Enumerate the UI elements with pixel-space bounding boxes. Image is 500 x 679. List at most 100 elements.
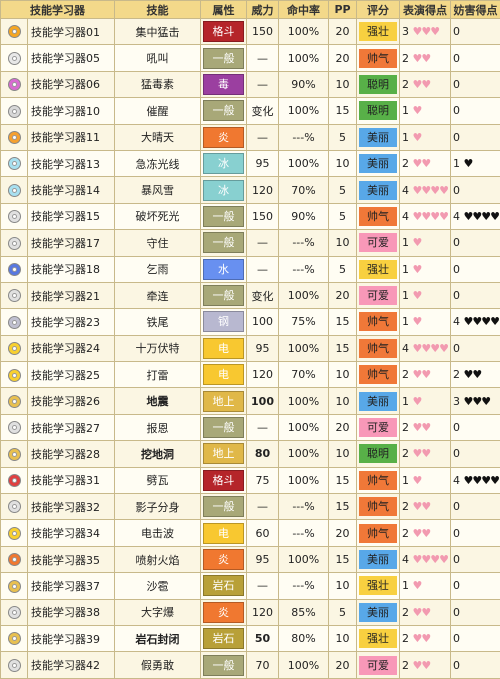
move-name[interactable]: 吼叫 [115,45,201,71]
show-hearts-icon: ♥ [413,263,422,276]
jam-points: 0 [451,494,500,520]
move-name[interactable]: 影子分身 [115,494,201,520]
category-badge: 帅气 [359,49,397,68]
move-name[interactable]: 猛毒素 [115,71,201,97]
item-name[interactable]: 技能学习器37 [28,573,115,599]
move-name[interactable]: 大字爆 [115,599,201,625]
move-name[interactable]: 沙雹 [115,573,201,599]
move-name[interactable]: 劈瓦 [115,467,201,493]
item-name[interactable]: 技能学习器10 [28,98,115,124]
item-name[interactable]: 技能学习器18 [28,256,115,282]
jam-points: 2 ♥♥ [451,362,500,388]
item-name[interactable]: 技能学习器24 [28,335,115,361]
move-name[interactable]: 喷射火焰 [115,546,201,572]
jam-points: 4 ♥♥♥♥ [451,467,500,493]
move-name[interactable]: 报恩 [115,414,201,440]
show-points: 1 ♥ [400,282,451,308]
item-name[interactable]: 技能学习器05 [28,45,115,71]
move-name[interactable]: 岩石封闭 [115,625,201,651]
item-name[interactable]: 技能学习器27 [28,414,115,440]
header-show-points: 表演得点 [400,1,451,19]
item-name[interactable]: 技能学习器42 [28,652,115,678]
move-name[interactable]: 破坏死光 [115,203,201,229]
move-name[interactable]: 乞雨 [115,256,201,282]
item-name[interactable]: 技能学习器32 [28,494,115,520]
item-name[interactable]: 技能学习器06 [28,71,115,97]
power-value: 75 [247,467,279,493]
item-name[interactable]: 技能学习器38 [28,599,115,625]
item-name[interactable]: 技能学习器11 [28,124,115,150]
item-name[interactable]: 技能学习器21 [28,282,115,308]
item-name[interactable]: 技能学习器23 [28,309,115,335]
item-name[interactable]: 技能学习器39 [28,625,115,651]
pp-value: 20 [329,45,357,71]
item-name[interactable]: 技能学习器31 [28,467,115,493]
item-name[interactable]: 技能学习器35 [28,546,115,572]
move-name[interactable]: 打雷 [115,362,201,388]
move-name[interactable]: 电击波 [115,520,201,546]
category-badge: 美丽 [359,550,397,569]
move-name[interactable]: 守住 [115,230,201,256]
move-name[interactable]: 铁尾 [115,309,201,335]
show-hearts-icon: ♥ [413,579,422,592]
move-name[interactable]: 集中猛击 [115,19,201,45]
item-name[interactable]: 技能学习器26 [28,388,115,414]
type-badge: 炎 [203,602,244,623]
disc-icon [8,580,21,593]
pp-value: 20 [329,19,357,45]
pp-value: 20 [329,414,357,440]
category-cell: 强壮 [357,256,400,282]
item-name[interactable]: 技能学习器13 [28,150,115,176]
move-name[interactable]: 牵连 [115,282,201,308]
jam-points: 1 ♥ [451,150,500,176]
move-name[interactable]: 十万伏特 [115,335,201,361]
item-name[interactable]: 技能学习器15 [28,203,115,229]
item-name[interactable]: 技能学习器17 [28,230,115,256]
jam-points-value: 0 [453,78,460,91]
jam-points: 0 [451,625,500,651]
type-cell: 格斗 [201,467,247,493]
type-cell: 炎 [201,546,247,572]
item-name[interactable]: 技能学习器28 [28,441,115,467]
item-name[interactable]: 技能学习器14 [28,177,115,203]
move-name[interactable]: 假勇敢 [115,652,201,678]
move-name[interactable]: 挖地洞 [115,441,201,467]
move-name[interactable]: 急冻光线 [115,150,201,176]
disc-cell [1,520,28,546]
item-name[interactable]: 技能学习器34 [28,520,115,546]
item-name[interactable]: 技能学习器01 [28,19,115,45]
power-value: — [247,494,279,520]
move-name[interactable]: 催醒 [115,98,201,124]
show-points-value: 1 [402,315,409,328]
category-badge: 聪明 [359,75,397,94]
move-name[interactable]: 地震 [115,388,201,414]
move-name[interactable]: 暴风雪 [115,177,201,203]
move-name[interactable]: 大晴天 [115,124,201,150]
item-name[interactable]: 技能学习器25 [28,362,115,388]
